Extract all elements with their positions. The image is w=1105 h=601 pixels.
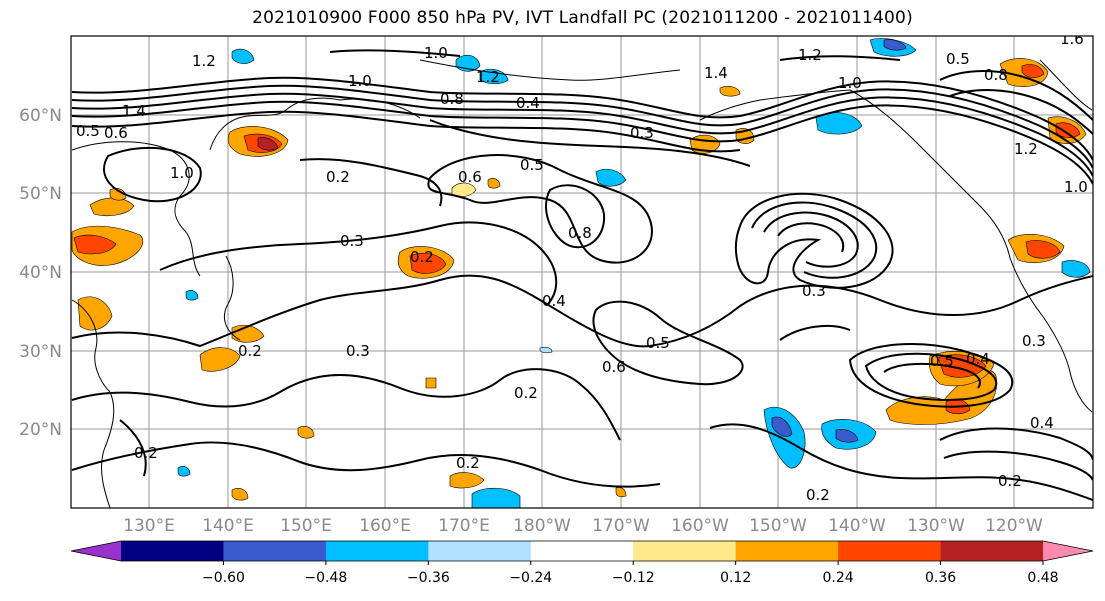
lon-label: 160°W (671, 516, 729, 536)
lat-label-40n: 40°N (19, 263, 62, 283)
contour-label: 0.2 (326, 168, 350, 186)
colorbar-segment (428, 541, 532, 561)
lon-label: 150°W (749, 516, 807, 536)
contour-label: 1.2 (798, 46, 822, 64)
contour-label: 1.6 (1060, 30, 1084, 48)
lon-label: 150°E (280, 516, 332, 536)
contour-label: 0.2 (238, 342, 262, 360)
colorbar-tick-label: −0.36 (407, 570, 450, 586)
contour-label: 0.5 (520, 156, 544, 174)
lat-label-60n: 60°N (19, 106, 62, 126)
contour-label: 0.3 (630, 124, 654, 142)
colorbar-tick-label: 0.36 (925, 570, 956, 586)
contour-label: 0.3 (346, 342, 370, 360)
lon-label: 180°W (513, 516, 571, 536)
shading-patches (71, 38, 1091, 508)
contour-label: 0.2 (514, 384, 538, 402)
contour-label: 0.2 (998, 472, 1022, 490)
colorbar-extension-min (71, 541, 121, 561)
colorbar-segment (223, 541, 327, 561)
lat-label-50n: 50°N (19, 184, 62, 204)
colorbar-tick-label: 0.12 (720, 570, 751, 586)
contour-label: 1.0 (424, 44, 448, 62)
contour-label: 0.3 (340, 232, 364, 250)
longitude-labels: 130°E 140°E 150°E 160°E 170°E 180°W 170°… (123, 516, 1043, 536)
contour-label: 1.0 (1064, 178, 1088, 196)
lon-label: 170°W (592, 516, 650, 536)
lon-label: 140°E (202, 516, 254, 536)
contour-label: 0.4 (1030, 414, 1054, 432)
colorbar-extension-max (1043, 541, 1093, 561)
contour-label: 0.3 (802, 282, 826, 300)
contour-label: 1.0 (170, 164, 194, 182)
contour-label: 0.8 (984, 66, 1008, 84)
colorbar-tick-label: −0.48 (304, 570, 347, 586)
colorbar-segment (530, 541, 634, 561)
colorbar-tick-label: 0.48 (1027, 570, 1058, 586)
colorbar-segment (838, 541, 942, 561)
contour-label: 0.5 (646, 334, 670, 352)
contour-label: 0.5 (930, 352, 954, 370)
contour-label-group: 1.2 1.0 1.4 0.6 0.5 1.0 0.2 0.3 0.2 0.2 … (76, 30, 1088, 504)
contour-label: 0.6 (458, 168, 482, 186)
colorbar-outline (70, 540, 1094, 562)
lat-label-30n: 30°N (19, 342, 62, 362)
lon-label: 140°W (828, 516, 886, 536)
contour-label: 0.3 (1022, 332, 1046, 350)
map-plot-area: 1.2 1.0 1.4 0.6 0.5 1.0 0.2 0.3 0.2 0.2 … (71, 30, 1093, 508)
lon-label: 120°W (985, 516, 1043, 536)
contour-label: 0.4 (516, 94, 540, 112)
colorbar-tick-label: 0.24 (823, 570, 854, 586)
map-frame (70, 35, 1094, 509)
contour-label: 0.2 (806, 486, 830, 504)
colorbar-tick-label: −0.12 (612, 570, 655, 586)
contour-label: 0.4 (542, 292, 566, 310)
contour-label: 0.5 (76, 122, 100, 140)
lon-label: 160°E (359, 516, 411, 536)
lat-label-20n: 20°N (19, 420, 62, 440)
colorbar-segment (940, 541, 1044, 561)
contour-label: 0.4 (966, 350, 990, 368)
colorbar-segment (633, 541, 737, 561)
contour-label: 0.2 (134, 444, 158, 462)
colorbar-tick-label: −0.24 (509, 570, 552, 586)
contour-label: 1.2 (1014, 140, 1038, 158)
contour-label: 0.8 (568, 224, 592, 242)
contour-label: 1.0 (348, 72, 372, 90)
contour-label: 0.8 (440, 90, 464, 108)
contour-label: 0.6 (602, 358, 626, 376)
lon-label: 130°E (123, 516, 175, 536)
contour-label: 0.5 (946, 50, 970, 68)
contour-label: 0.2 (456, 454, 480, 472)
contour-label: 1.4 (704, 64, 728, 82)
colorbar (70, 540, 1094, 562)
colorbar-tick-label: −0.60 (202, 570, 245, 586)
colorbar-segment (121, 541, 224, 561)
contour-label: 1.2 (192, 52, 216, 70)
latitude-labels: 60°N 50°N 40°N 30°N 20°N (19, 106, 62, 440)
colorbar-segment (735, 541, 839, 561)
colorbar-tick-labels: −0.60 −0.48 −0.36 −0.24 −0.12 0.12 0.24 0.36 0.4… (202, 561, 1059, 586)
contour-label: 1.2 (476, 68, 500, 86)
map-title: 2021010900 F000 850 hPa PV, IVT Landfall… (252, 8, 913, 28)
colorbar-segment (325, 541, 429, 561)
lon-label: 130°W (907, 516, 965, 536)
contour-lines (71, 49, 1093, 501)
contour-label: 0.2 (410, 248, 434, 266)
contour-label: 1.4 (122, 102, 146, 120)
lon-label: 170°E (438, 516, 490, 536)
contour-label: 1.0 (838, 74, 862, 92)
contour-label: 0.6 (104, 124, 128, 142)
